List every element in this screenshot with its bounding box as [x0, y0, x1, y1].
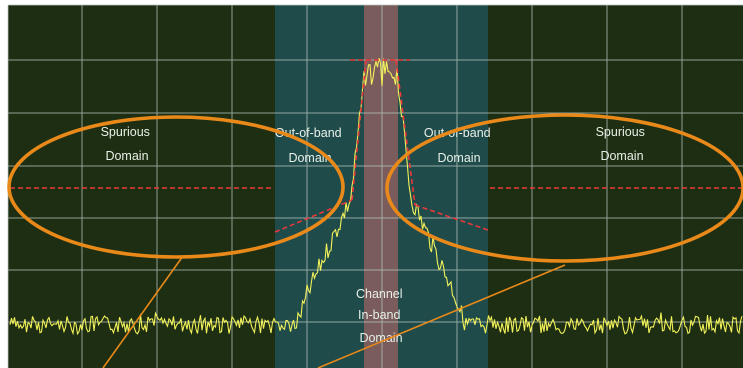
- mask-left-oob-slope: [274, 199, 353, 233]
- mask-channel-right-edge: [395, 59, 416, 206]
- grid-lines: [7, 4, 743, 368]
- mask-right-oob-slope: [414, 204, 489, 231]
- channel-label: Channel In-band Domain: [356, 287, 406, 345]
- right-pointer-line: [317, 264, 566, 368]
- spurious-right-label: Spurious Domain: [596, 125, 649, 163]
- pointer-lines: [102, 255, 566, 368]
- spurious-highlights: [7, 113, 743, 263]
- right-spurious-ellipse: [385, 113, 743, 263]
- spurious-left-label: Spurious Domain: [101, 125, 154, 163]
- spectrum-trace: [9, 58, 743, 336]
- emission-mask: [10, 59, 743, 233]
- left-spurious-ellipse: [7, 115, 345, 259]
- left-pointer-line: [102, 255, 184, 368]
